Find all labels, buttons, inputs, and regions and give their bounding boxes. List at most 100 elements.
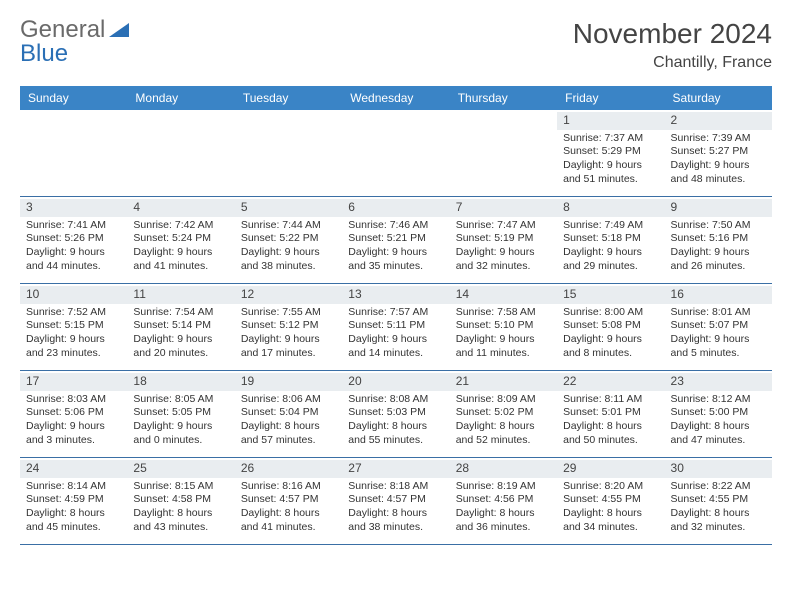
week-row: 1Sunrise: 7:37 AMSunset: 5:29 PMDaylight… bbox=[20, 110, 772, 197]
dow-saturday: Saturday bbox=[665, 86, 772, 110]
daylight-text: Daylight: 9 hours and 11 minutes. bbox=[456, 333, 551, 360]
daylight-text: Daylight: 8 hours and 55 minutes. bbox=[348, 420, 443, 447]
sunset-text: Sunset: 5:18 PM bbox=[563, 232, 658, 246]
sunset-text: Sunset: 4:59 PM bbox=[26, 493, 121, 507]
title-block: November 2024 Chantilly, France bbox=[573, 18, 772, 72]
daylight-text: Daylight: 9 hours and 20 minutes. bbox=[133, 333, 228, 360]
sunset-text: Sunset: 4:56 PM bbox=[456, 493, 551, 507]
day-cell: 8Sunrise: 7:49 AMSunset: 5:18 PMDaylight… bbox=[557, 197, 664, 283]
day-cell: 13Sunrise: 7:57 AMSunset: 5:11 PMDayligh… bbox=[342, 284, 449, 370]
day-cell: 5Sunrise: 7:44 AMSunset: 5:22 PMDaylight… bbox=[235, 197, 342, 283]
day-number bbox=[342, 112, 449, 128]
day-cell: 15Sunrise: 8:00 AMSunset: 5:08 PMDayligh… bbox=[557, 284, 664, 370]
day-cell: 11Sunrise: 7:54 AMSunset: 5:14 PMDayligh… bbox=[127, 284, 234, 370]
daylight-text: Daylight: 8 hours and 41 minutes. bbox=[241, 507, 336, 534]
month-title: November 2024 bbox=[573, 18, 772, 50]
day-number: 4 bbox=[127, 199, 234, 217]
sunrise-text: Sunrise: 7:58 AM bbox=[456, 306, 551, 320]
day-number: 11 bbox=[127, 286, 234, 304]
sunrise-text: Sunrise: 8:18 AM bbox=[348, 480, 443, 494]
day-number: 17 bbox=[20, 373, 127, 391]
day-cell: 21Sunrise: 8:09 AMSunset: 5:02 PMDayligh… bbox=[450, 371, 557, 457]
sunrise-text: Sunrise: 7:52 AM bbox=[26, 306, 121, 320]
sunset-text: Sunset: 5:08 PM bbox=[563, 319, 658, 333]
sunset-text: Sunset: 4:57 PM bbox=[241, 493, 336, 507]
daylight-text: Daylight: 9 hours and 8 minutes. bbox=[563, 333, 658, 360]
day-cell: 28Sunrise: 8:19 AMSunset: 4:56 PMDayligh… bbox=[450, 458, 557, 544]
day-cell: 19Sunrise: 8:06 AMSunset: 5:04 PMDayligh… bbox=[235, 371, 342, 457]
day-cell: 17Sunrise: 8:03 AMSunset: 5:06 PMDayligh… bbox=[20, 371, 127, 457]
daylight-text: Daylight: 9 hours and 44 minutes. bbox=[26, 246, 121, 273]
day-number: 29 bbox=[557, 460, 664, 478]
daylight-text: Daylight: 8 hours and 38 minutes. bbox=[348, 507, 443, 534]
location: Chantilly, France bbox=[573, 54, 772, 72]
day-cell: 10Sunrise: 7:52 AMSunset: 5:15 PMDayligh… bbox=[20, 284, 127, 370]
sunrise-text: Sunrise: 8:15 AM bbox=[133, 480, 228, 494]
day-number: 27 bbox=[342, 460, 449, 478]
day-number: 9 bbox=[665, 199, 772, 217]
day-number bbox=[450, 112, 557, 128]
logo-text: General Blue bbox=[20, 18, 129, 66]
sunset-text: Sunset: 4:55 PM bbox=[671, 493, 766, 507]
day-cell: 16Sunrise: 8:01 AMSunset: 5:07 PMDayligh… bbox=[665, 284, 772, 370]
sunrise-text: Sunrise: 8:11 AM bbox=[563, 393, 658, 407]
day-cell: 2Sunrise: 7:39 AMSunset: 5:27 PMDaylight… bbox=[665, 110, 772, 196]
day-number: 30 bbox=[665, 460, 772, 478]
logo-part1: General bbox=[20, 16, 105, 43]
sunrise-text: Sunrise: 8:16 AM bbox=[241, 480, 336, 494]
sunset-text: Sunset: 5:02 PM bbox=[456, 406, 551, 420]
sunset-text: Sunset: 5:10 PM bbox=[456, 319, 551, 333]
dow-friday: Friday bbox=[557, 86, 664, 110]
sunrise-text: Sunrise: 7:50 AM bbox=[671, 219, 766, 233]
day-number bbox=[20, 112, 127, 128]
sunset-text: Sunset: 5:16 PM bbox=[671, 232, 766, 246]
sunrise-text: Sunrise: 7:55 AM bbox=[241, 306, 336, 320]
daylight-text: Daylight: 9 hours and 41 minutes. bbox=[133, 246, 228, 273]
sunrise-text: Sunrise: 7:57 AM bbox=[348, 306, 443, 320]
day-cell: 9 Sunrise: 7:50 AMSunset: 5:16 PMDaylight… bbox=[665, 197, 772, 283]
sunrise-text: Sunrise: 8:05 AM bbox=[133, 393, 228, 407]
day-number: 10 bbox=[20, 286, 127, 304]
day-number: 1 bbox=[557, 112, 664, 130]
header: General Blue November 2024 Chantilly, Fr… bbox=[20, 18, 772, 72]
day-number: 16 bbox=[665, 286, 772, 304]
sunrise-text: Sunrise: 8:06 AM bbox=[241, 393, 336, 407]
logo: General Blue bbox=[20, 18, 129, 66]
day-cell: 29Sunrise: 8:20 AMSunset: 4:55 PMDayligh… bbox=[557, 458, 664, 544]
week-row: 17Sunrise: 8:03 AMSunset: 5:06 PMDayligh… bbox=[20, 371, 772, 458]
daylight-text: Daylight: 9 hours and 0 minutes. bbox=[133, 420, 228, 447]
day-number: 6 bbox=[342, 199, 449, 217]
daylight-text: Daylight: 9 hours and 5 minutes. bbox=[671, 333, 766, 360]
sunset-text: Sunset: 4:58 PM bbox=[133, 493, 228, 507]
sunset-text: Sunset: 5:07 PM bbox=[671, 319, 766, 333]
sunrise-text: Sunrise: 8:14 AM bbox=[26, 480, 121, 494]
dow-row: Sunday Monday Tuesday Wednesday Thursday… bbox=[20, 86, 772, 110]
sunset-text: Sunset: 5:05 PM bbox=[133, 406, 228, 420]
week-row: 3Sunrise: 7:41 AMSunset: 5:26 PMDaylight… bbox=[20, 197, 772, 284]
day-cell: 18 Sunrise: 8:05 AMSunset: 5:05 PMDayligh… bbox=[127, 371, 234, 457]
daylight-text: Daylight: 8 hours and 34 minutes. bbox=[563, 507, 658, 534]
calendar: Sunday Monday Tuesday Wednesday Thursday… bbox=[20, 86, 772, 545]
day-number: 18 bbox=[127, 373, 234, 391]
day-number: 14 bbox=[450, 286, 557, 304]
day-cell: 1Sunrise: 7:37 AMSunset: 5:29 PMDaylight… bbox=[557, 110, 664, 196]
day-number: 24 bbox=[20, 460, 127, 478]
sunset-text: Sunset: 5:14 PM bbox=[133, 319, 228, 333]
sunrise-text: Sunrise: 8:22 AM bbox=[671, 480, 766, 494]
sunset-text: Sunset: 5:26 PM bbox=[26, 232, 121, 246]
day-cell: 24Sunrise: 8:14 AMSunset: 4:59 PMDayligh… bbox=[20, 458, 127, 544]
sunrise-text: Sunrise: 8:20 AM bbox=[563, 480, 658, 494]
daylight-text: Daylight: 9 hours and 26 minutes. bbox=[671, 246, 766, 273]
daylight-text: Daylight: 8 hours and 47 minutes. bbox=[671, 420, 766, 447]
dow-monday: Monday bbox=[127, 86, 234, 110]
calendar-body: 1Sunrise: 7:37 AMSunset: 5:29 PMDaylight… bbox=[20, 110, 772, 545]
sunrise-text: Sunrise: 7:46 AM bbox=[348, 219, 443, 233]
daylight-text: Daylight: 8 hours and 36 minutes. bbox=[456, 507, 551, 534]
day-number: 12 bbox=[235, 286, 342, 304]
dow-thursday: Thursday bbox=[450, 86, 557, 110]
sunrise-text: Sunrise: 8:08 AM bbox=[348, 393, 443, 407]
day-cell bbox=[342, 110, 449, 196]
day-cell: 27Sunrise: 8:18 AMSunset: 4:57 PMDayligh… bbox=[342, 458, 449, 544]
day-cell bbox=[450, 110, 557, 196]
day-number: 3 bbox=[20, 199, 127, 217]
